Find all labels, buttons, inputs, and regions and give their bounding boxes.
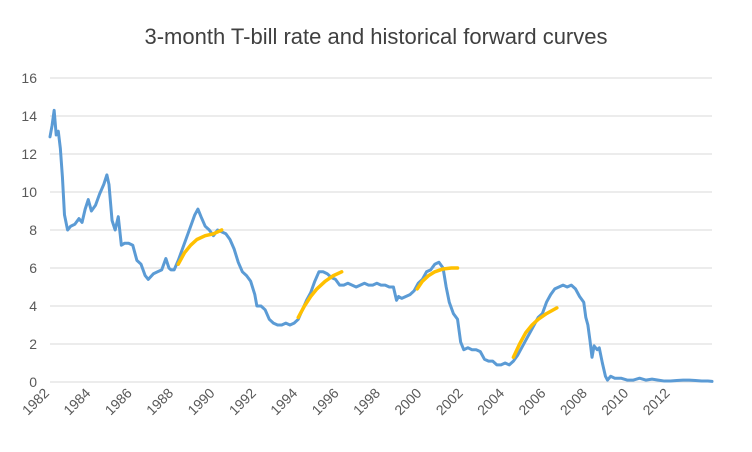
y-axis-ticks: 0 2 4 6 8 10 12 14 16 [21, 70, 37, 390]
series-line-forward-2 [296, 270, 344, 320]
y-tick-label: 2 [29, 336, 37, 352]
gridlines [50, 77, 712, 383]
y-tick-label: 8 [29, 222, 37, 238]
y-tick-label: 10 [21, 184, 37, 200]
series-lines [48, 108, 714, 383]
y-tick-label: 0 [29, 374, 37, 390]
series-line-forward-1 [176, 228, 224, 266]
y-tick-label: 4 [29, 298, 37, 314]
y-tick-label: 14 [21, 108, 37, 124]
chart-title: 3-month T-bill rate and historical forwa… [144, 24, 607, 49]
series-line-forward-3 [415, 266, 460, 291]
y-tick-label: 12 [21, 146, 37, 162]
y-tick-label: 6 [29, 260, 37, 276]
series-line-forward-4 [511, 306, 559, 360]
series-line-rate [48, 108, 714, 383]
y-tick-label: 16 [21, 70, 37, 86]
